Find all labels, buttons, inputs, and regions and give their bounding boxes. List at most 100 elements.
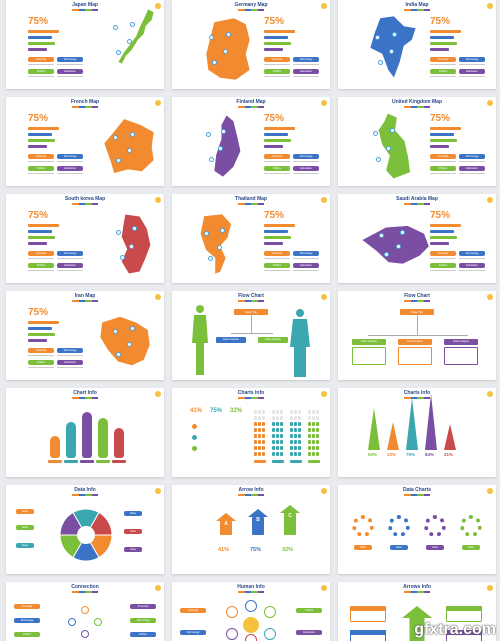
grid-cell: [262, 422, 265, 426]
cylinder-bar: [114, 428, 124, 458]
category-tag: Politics: [264, 263, 290, 268]
map-slide[interactable]: Japan Map 75% Financial Technology Politics E…: [6, 0, 164, 89]
map-slide[interactable]: Saudi Arabia Map 75% Financial Technology Po…: [338, 194, 496, 283]
percent-value: 54%: [368, 452, 378, 457]
country-shape: [205, 17, 251, 81]
watermark: gfxtra.com: [414, 621, 496, 638]
charts-info-slide[interactable]: Charts Info 54% 33% 79% 84% 21%: [338, 388, 496, 477]
arrow-info-slide[interactable]: Arrow Info A 41% B 75% C 32%: [172, 485, 330, 574]
map-slide[interactable]: French Map 75% Financial Technology Politics…: [6, 97, 164, 186]
cylinder-bar: [98, 418, 108, 458]
percent-value: 75%: [264, 210, 285, 221]
slide-number-badge: [321, 3, 327, 9]
title-underline: [72, 106, 98, 108]
underline-segment: [91, 300, 98, 302]
flow-chart-slide[interactable]: Flow Chart Data Title Data Analysis Data An…: [172, 291, 330, 380]
tag-description: [459, 270, 485, 271]
category-tag: Technology: [293, 57, 319, 62]
category-tag: Technology: [130, 618, 156, 623]
grid-cell: [308, 410, 311, 414]
grid-cell: [290, 428, 293, 432]
grid-cell: [262, 428, 265, 432]
map-slide[interactable]: United Kingdom Map 75% Financial Technology…: [338, 97, 496, 186]
slide-number-badge: [321, 488, 327, 494]
grid-cell: [258, 452, 261, 456]
category-tag: Financial: [264, 251, 290, 256]
country-shape: [99, 316, 151, 366]
connection-slide[interactable]: Connection Financial Financial Technology Te…: [6, 582, 164, 641]
person-node-icon: [245, 634, 257, 641]
cylinder-label: [112, 460, 126, 463]
map-pin-icon: [220, 227, 226, 233]
tag-description: [264, 161, 290, 162]
underline-segment: [257, 9, 264, 11]
category-tag: Technology: [293, 251, 319, 256]
title-underline: [72, 591, 98, 593]
category-tag: Financial: [130, 604, 156, 609]
triangle-bar: [444, 424, 456, 450]
category-tag: Technology: [57, 348, 83, 353]
data-info-slide[interactable]: Data Info Data Data Data Data Data Data: [6, 485, 164, 574]
progress-bar: [430, 230, 454, 233]
flow-analysis-box: Data Analysis: [444, 339, 478, 345]
tag-description: [57, 367, 83, 368]
underline-segment: [238, 203, 245, 205]
slide-number-badge: [155, 391, 161, 397]
map-pin-icon: [132, 226, 138, 231]
percent-value: 75%: [264, 16, 285, 27]
category-tag: Education: [293, 166, 319, 171]
map-slide[interactable]: Iran Map 75% Financial Technology Politics Ed…: [6, 291, 164, 380]
grid-cell: [294, 446, 297, 450]
human-info-slide[interactable]: Human Info Financial Technology Politics Edu…: [172, 582, 330, 641]
flow-text-block: [352, 347, 386, 365]
check-icon: [192, 424, 197, 429]
connection-node: [94, 618, 102, 626]
slide-title: India Map: [405, 2, 429, 8]
chart-info-slide[interactable]: Chart Info: [6, 388, 164, 477]
underline-segment: [417, 106, 424, 108]
slide-grid: Japan Map 75% Financial Technology Politics E…: [6, 0, 496, 641]
map-shape: [377, 112, 411, 180]
category-tag: Education: [57, 263, 83, 268]
arrow-head: [248, 509, 268, 517]
tag-description: [28, 367, 54, 368]
percent-value: 21%: [444, 452, 454, 457]
map-slide[interactable]: India Map 75% Financial Technology Politics E…: [338, 0, 496, 89]
charts-info-slide[interactable]: Charts Info 41% 75% 32%: [172, 388, 330, 477]
arrow-shaft: B: [252, 517, 264, 535]
underline-segment: [72, 203, 79, 205]
slide-title: Germany Map: [234, 2, 268, 8]
category-tag: Financial: [14, 604, 40, 609]
underline-segment: [257, 106, 264, 108]
map-pin-icon: [373, 131, 379, 137]
tag-description: [28, 64, 54, 65]
map-pin-icon: [116, 229, 122, 235]
connection-node: [81, 606, 89, 614]
grid-cell: [280, 440, 283, 444]
slide-number-badge: [155, 100, 161, 106]
slide-number-badge: [487, 391, 493, 397]
category-tag: Politics: [14, 632, 40, 637]
country-map: [350, 14, 420, 84]
grid-cell: [262, 440, 265, 444]
map-slide[interactable]: Finland Map 75% Financial Technology Politic…: [172, 97, 330, 186]
tag-description: [264, 173, 290, 174]
map-slide[interactable]: Germany Map 75% Financial Technology Politic…: [172, 0, 330, 89]
map-slide[interactable]: Thailand Map 75% Financial Technology Politi…: [172, 194, 330, 283]
tag-description: [57, 355, 83, 356]
slide-number-badge: [321, 197, 327, 203]
underline-segment: [251, 300, 258, 302]
cylinder-label: [80, 460, 94, 463]
grid-cell: [298, 422, 301, 426]
progress-bar: [430, 139, 457, 142]
arrows-info-slide[interactable]: Arrows Info: [338, 582, 496, 641]
data-tag: Data: [354, 545, 372, 550]
slide-title: Human Info: [237, 584, 265, 590]
grid-cell: [272, 422, 275, 426]
grid-cell: [294, 428, 297, 432]
data-charts-slide[interactable]: Data Charts Data Data Data Data: [338, 485, 496, 574]
map-slide[interactable]: South korea Map 75% Financial Technology Pol…: [6, 194, 164, 283]
percent-value: 84%: [425, 452, 435, 457]
country-map: [88, 4, 158, 74]
flow-chart-slide[interactable]: Flow Chart Data Title Data Analysis Data An…: [338, 291, 496, 380]
